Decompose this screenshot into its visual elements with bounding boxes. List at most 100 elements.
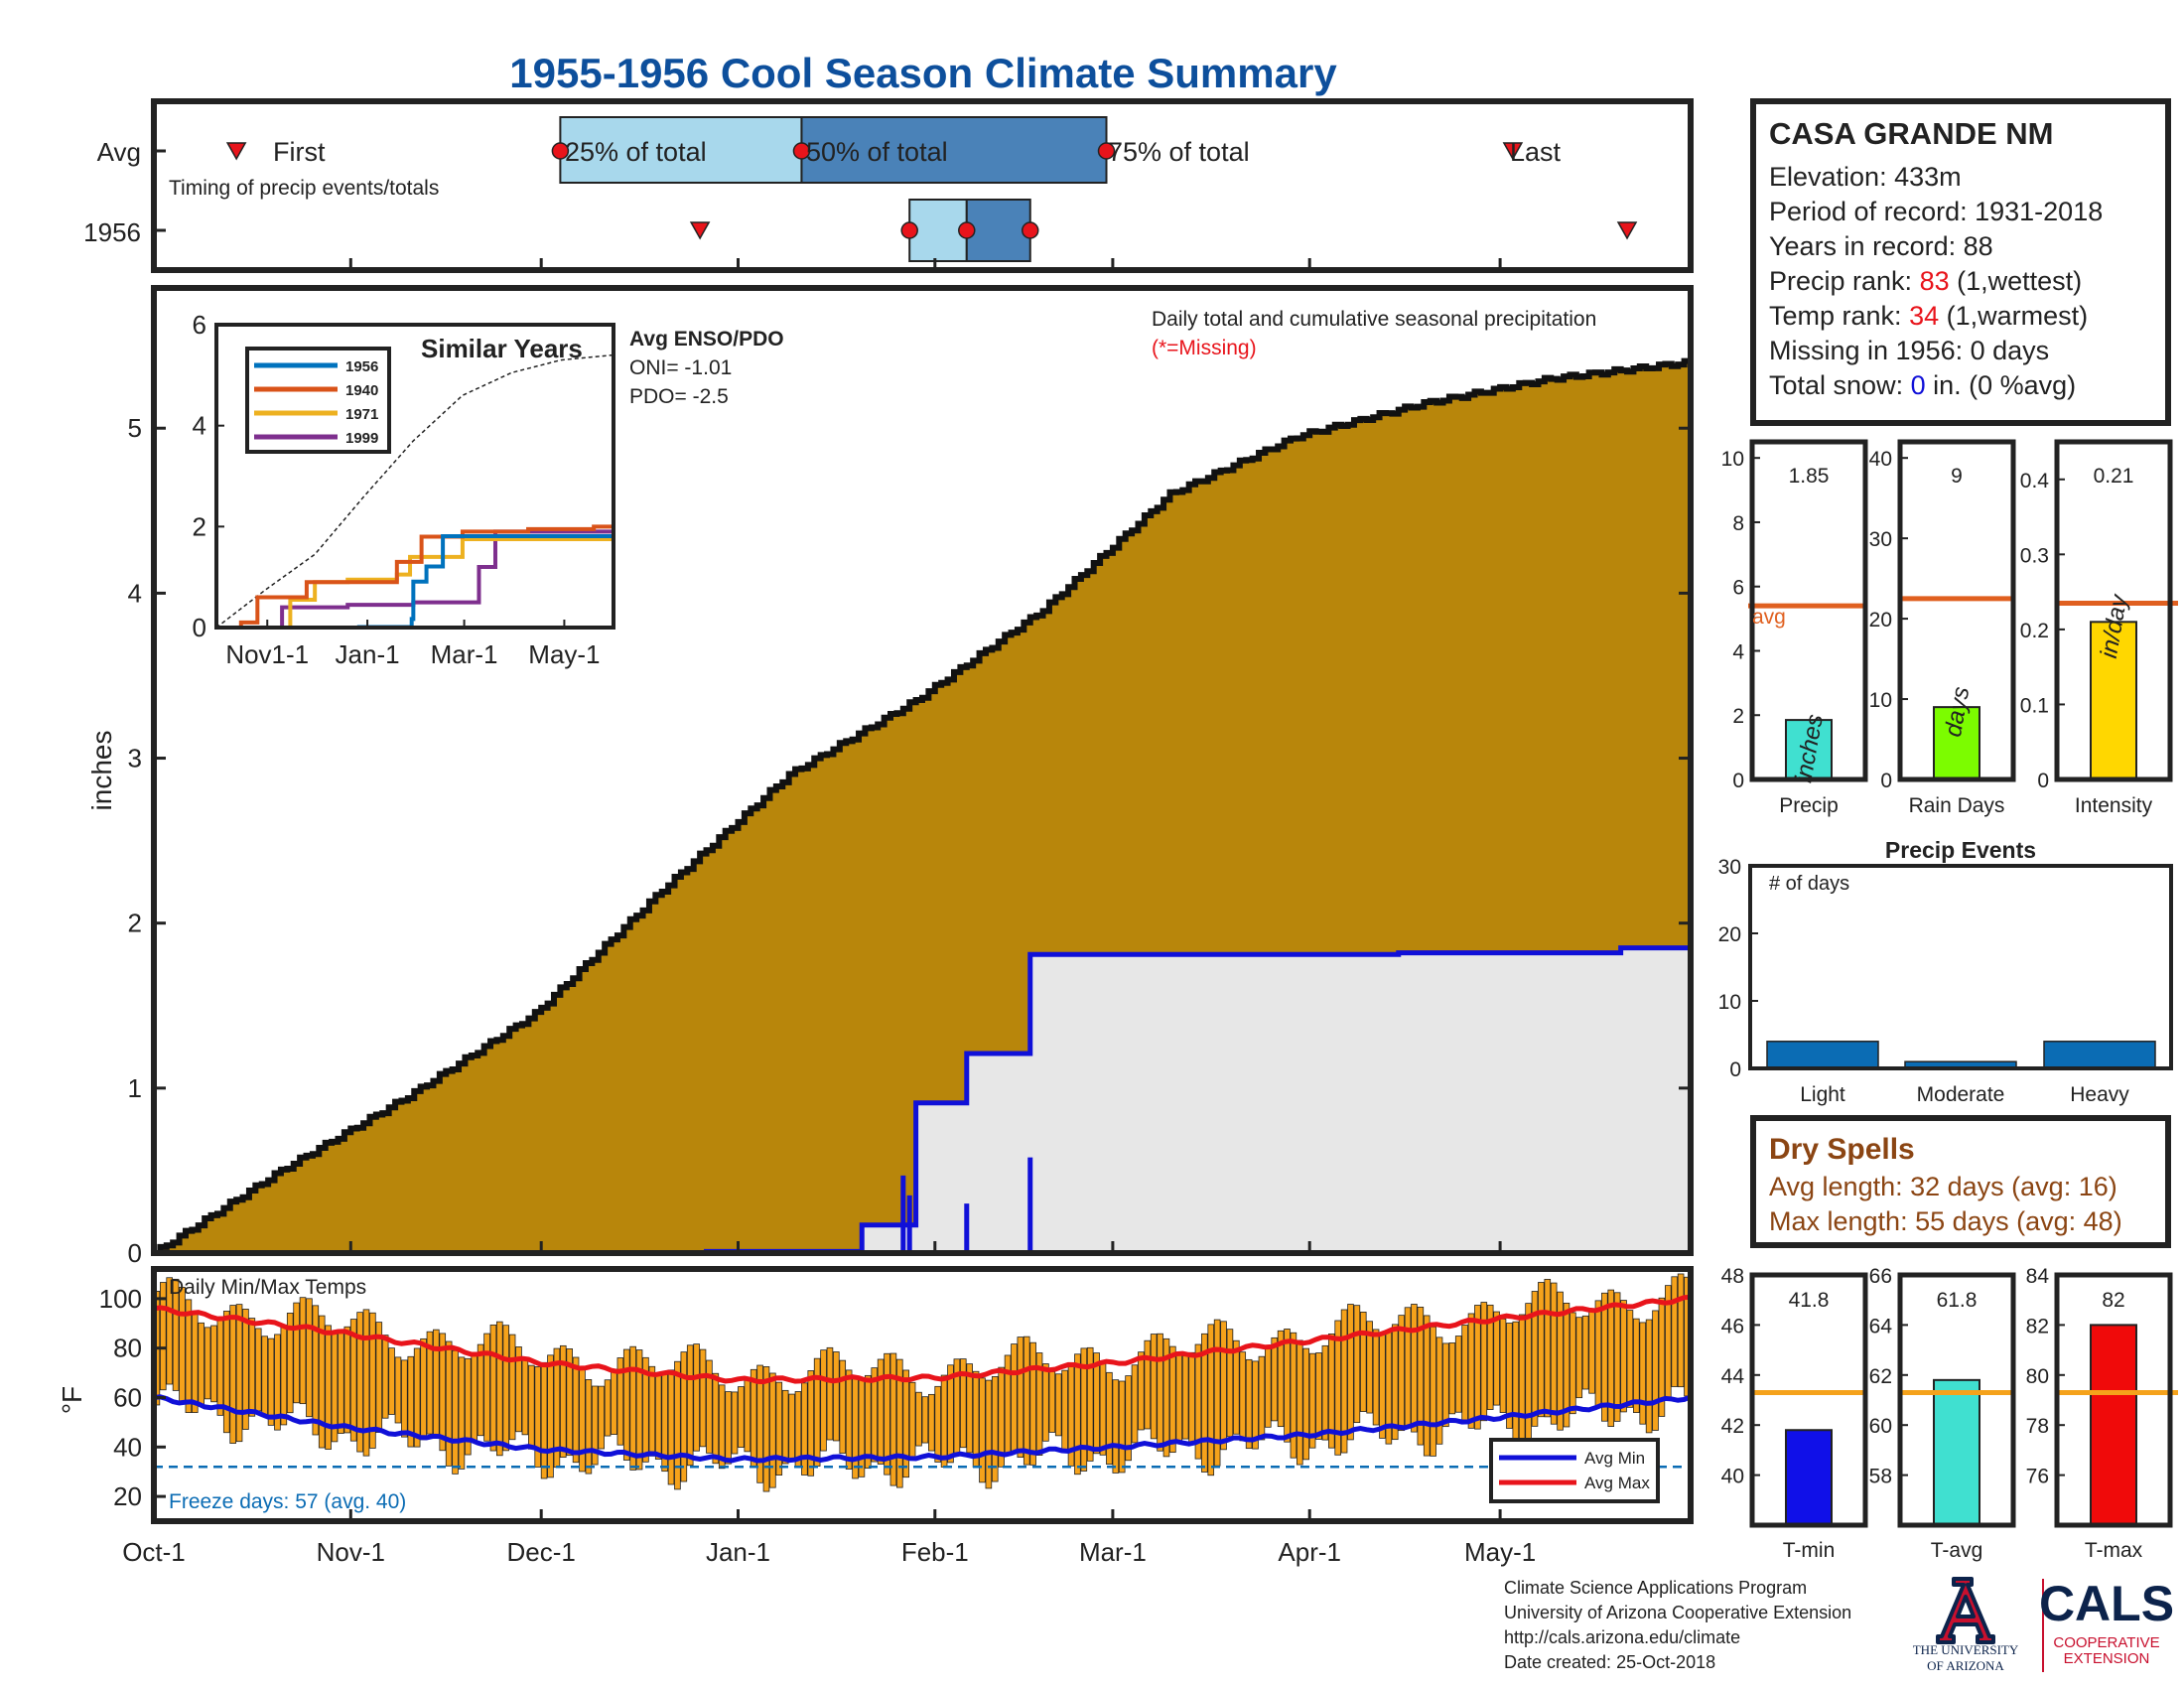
avg-first-marker (225, 142, 247, 161)
timing-25-label: 25% of total (565, 137, 707, 167)
daily-temp-bar (839, 1359, 847, 1454)
footer-line-1: Climate Science Applications Program (1504, 1578, 1807, 1598)
daily-temp-bar (762, 1366, 770, 1492)
daily-temp-bar (611, 1368, 617, 1435)
daily-temp-bar (439, 1333, 447, 1452)
stat-bar-0 (1785, 719, 1833, 780)
daily-temp-bar (706, 1359, 713, 1454)
daily-temp-bar (362, 1309, 370, 1457)
daily-temp-bar (1181, 1355, 1189, 1440)
daily-temp-bar (1334, 1320, 1341, 1456)
daily-temp-bar (1442, 1342, 1449, 1428)
cals-wordmark: CALS (2039, 1576, 2174, 1631)
daily-temp-bar (781, 1389, 789, 1465)
daily-temp-bar (445, 1340, 453, 1467)
daily-temp-bar (1550, 1282, 1558, 1425)
stat-y-tick-label: 0.3 (2020, 544, 2049, 567)
avg-max-temp-line (153, 1294, 1692, 1385)
cals-sub-1: COOPERATIVE (2053, 1634, 2159, 1651)
daily-temp-bar (1284, 1329, 1291, 1443)
daily-temp-bar (1277, 1330, 1285, 1428)
daily-temp-bar (947, 1364, 954, 1464)
temp-stat-bar-0 (1785, 1429, 1833, 1526)
ua-a-icon (1936, 1577, 1995, 1644)
daily-temp-bar (826, 1346, 834, 1441)
daily-temp-bar (934, 1385, 941, 1463)
daily-temp-bar (1538, 1282, 1545, 1418)
daily-temp-bar (1499, 1318, 1507, 1413)
daily-temp-bar (1493, 1311, 1500, 1406)
daily-temp-bar (1480, 1302, 1488, 1422)
daily-temp-bar (274, 1334, 281, 1431)
stat-y-tick-label: 2 (1732, 705, 1744, 728)
daily-temp-bar (312, 1305, 320, 1436)
dry-spells-frame (1750, 1115, 2171, 1248)
daily-temp-bar (222, 1311, 230, 1434)
daily-temp-bar (1454, 1336, 1462, 1413)
daily-temp-bar (712, 1372, 720, 1465)
daily-temp-bar (877, 1358, 885, 1465)
daily-temp-bar (338, 1331, 344, 1434)
temp-y-axis: 20 40 60 80 100 (99, 1284, 166, 1511)
daily-temp-bar (972, 1370, 980, 1469)
inset-x-tick-label: Nov1-1 (225, 639, 309, 669)
timing-row-label-1956: 1956 (83, 217, 141, 247)
precip-stat-bars: 02468101.85inchesPrecip0102030409daysRai… (1721, 439, 2178, 817)
station-missing: Missing in 1956: 0 days (1769, 336, 2049, 365)
stat-y-tick-label: 0.2 (2020, 620, 2049, 642)
daily-temp-bar (1258, 1355, 1266, 1441)
temp-stat-y-tick-label: 40 (1721, 1466, 1744, 1488)
daily-temp-bar (718, 1384, 726, 1470)
station-temp-rank: Temp rank: 34 (1,warmest) (1769, 301, 2088, 331)
month-tick-label: Apr-1 (1278, 1537, 1341, 1567)
stat-frame-2 (2054, 439, 2173, 782)
daily-temp-bar (489, 1324, 497, 1452)
footer-line-3: http://cals.arizona.edu/climate (1504, 1627, 1740, 1647)
daily-temp-bar (1607, 1289, 1615, 1427)
season-q50-q75-box (965, 199, 1031, 262)
daily-temp-bar (1271, 1336, 1279, 1422)
daily-temp-bar (1645, 1319, 1653, 1434)
daily-temp-bar (693, 1343, 700, 1452)
daily-temp-bar (293, 1302, 300, 1404)
similar-years-inset: Similar Years 1956 1940 1971 1999 0 2 4 6 Nov1-… (193, 310, 784, 669)
daily-temp-bar (1626, 1310, 1634, 1408)
daily-temp-bar (420, 1337, 427, 1441)
inset-legend-label: 1940 (345, 382, 378, 399)
footer: Climate Science Applications Program Uni… (1504, 1576, 2174, 1673)
avg-q75-marker (1097, 142, 1116, 160)
precip-y-tick-label: 5 (128, 413, 142, 443)
temp-chart-frame (151, 1266, 1694, 1524)
precip-y-label: inches (86, 731, 117, 811)
daily-temp-bar (1017, 1336, 1024, 1459)
daily-temp-bar (1093, 1352, 1100, 1455)
missing-note: (*=Missing) (1152, 337, 1257, 359)
daily-temp-bar (369, 1312, 376, 1449)
daily-temp-bar (1042, 1363, 1049, 1442)
daily-temp-bar (1138, 1351, 1145, 1431)
daily-temp-bar (1302, 1347, 1309, 1461)
timing-50-label: 50% of total (806, 137, 948, 167)
precip-y-tick-label: 2 (128, 909, 142, 938)
station-info-box: CASA GRANDE NM Elevation: 433m Period of… (1750, 98, 2171, 426)
daily-temp-bar (1518, 1314, 1526, 1449)
daily-temp-bar (299, 1297, 307, 1405)
daily-temp-bar (458, 1356, 466, 1470)
event-y-tick-label: 10 (1718, 991, 1741, 1014)
daily-temp-bar (216, 1319, 224, 1416)
daily-temp-bar (1099, 1361, 1107, 1456)
stat-value-label: 9 (1951, 465, 1963, 488)
daily-temp-bar (349, 1319, 357, 1442)
month-tick-label: Dec-1 (507, 1537, 576, 1567)
daily-temp-bar (254, 1328, 262, 1412)
month-axis: Oct-1 Nov-1 Dec-1 Jan-1 Feb-1 Mar-1 Apr-1 May-1 (122, 258, 1536, 1567)
temp-stat-category-label: T-avg (1931, 1539, 1983, 1562)
daily-temp-bar (1671, 1276, 1679, 1387)
daily-temp-bar (1658, 1297, 1666, 1417)
daily-temp-bar (1435, 1336, 1443, 1445)
month-tick-label: Oct-1 (122, 1537, 186, 1567)
event-category-label: Heavy (2070, 1083, 2129, 1106)
daily-temp-bar (191, 1312, 199, 1413)
daily-temp-bar (172, 1278, 180, 1391)
temp-stat-y-tick-label: 66 (1869, 1265, 1892, 1288)
